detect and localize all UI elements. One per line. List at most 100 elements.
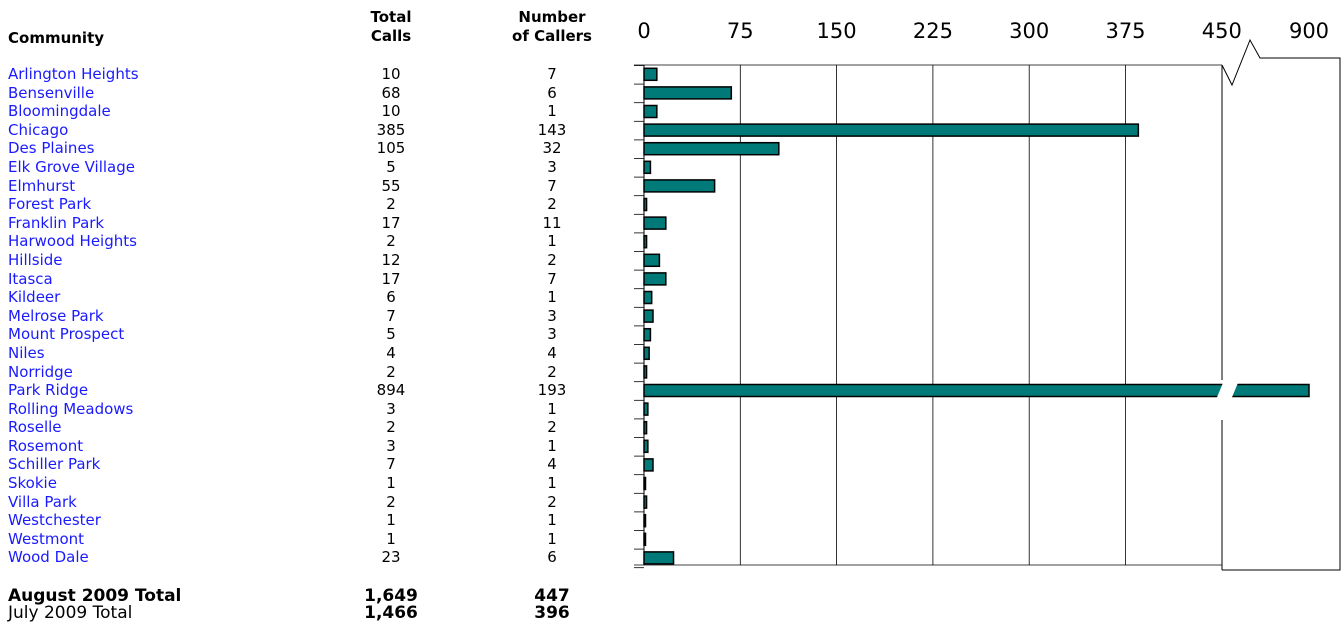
total-calls-cell: 894: [376, 381, 406, 400]
community-link[interactable]: Norridge: [8, 362, 73, 381]
table-row: Elk Grove Village 5 3: [0, 158, 630, 177]
community-link[interactable]: Franklin Park: [8, 213, 105, 232]
table-row: Park Ridge 894 193: [0, 381, 630, 400]
total-calls-cell: 7: [386, 306, 396, 325]
community-link[interactable]: Hillside: [8, 250, 63, 269]
total-calls-cell: 3: [386, 399, 396, 418]
header-total-calls-line1: Total: [370, 8, 412, 26]
table-row: Mount Prospect 5 3: [0, 325, 630, 344]
callers-cell: 3: [547, 157, 557, 176]
community-link[interactable]: Westchester: [8, 511, 101, 530]
bar-kildeer: [643, 290, 653, 305]
community-link[interactable]: Chicago: [8, 120, 69, 139]
callers-cell: 1: [547, 102, 557, 121]
x-tick-label: 900: [1289, 19, 1329, 43]
callers-cell: 2: [547, 362, 557, 381]
header-number-of-callers: Number of Callers: [494, 8, 610, 46]
total-calls-cell: 6: [386, 288, 396, 307]
bar-niles: [643, 346, 650, 361]
table-row: Westmont 1 1: [0, 530, 630, 549]
community-link[interactable]: Elk Grove Village: [8, 157, 135, 176]
callers-cell: 193: [537, 381, 567, 400]
total-calls-cell: 5: [386, 157, 396, 176]
bar-bensenville: [643, 86, 733, 100]
community-link[interactable]: Melrose Park: [8, 306, 104, 325]
bar-elk-grove-village: [643, 160, 652, 175]
x-tick-label: 75: [727, 19, 754, 43]
community-link[interactable]: Bloomingdale: [8, 102, 111, 121]
header-total-calls-line2: Calls: [370, 27, 412, 45]
x-tick-label: 300: [1009, 19, 1049, 43]
total-calls-cell: 1: [386, 529, 396, 548]
callers-cell: 1: [547, 399, 557, 418]
total-calls-cell: 17: [381, 269, 401, 288]
total-calls-cell: 68: [381, 83, 401, 102]
callers-cell: 7: [547, 176, 557, 195]
bar-harwood-heights: [643, 234, 648, 249]
total-calls-cell: 5: [386, 325, 396, 344]
community-link[interactable]: Roselle: [8, 418, 62, 437]
community-link[interactable]: Skokie: [8, 474, 57, 493]
community-link[interactable]: Elmhurst: [8, 176, 76, 195]
callers-cell: 1: [547, 232, 557, 251]
bar-hillside: [643, 253, 661, 268]
community-link[interactable]: Des Plaines: [8, 139, 95, 158]
total-calls-cell: 2: [386, 232, 396, 251]
table-row: Franklin Park 17 11: [0, 214, 630, 233]
community-link[interactable]: Niles: [8, 343, 45, 362]
community-link[interactable]: Park Ridge: [8, 381, 89, 400]
total-calls-cell: 1: [386, 474, 396, 493]
community-link[interactable]: Rolling Meadows: [8, 399, 134, 418]
total-calls-cell: 17: [381, 213, 401, 232]
table-row: Arlington Heights 10 7: [0, 65, 630, 84]
bar-mount-prospect: [643, 327, 652, 342]
bar-rolling-meadows: [643, 402, 649, 416]
table-row: Roselle 2 2: [0, 418, 630, 437]
bar-villa-park: [643, 495, 648, 509]
community-link[interactable]: Villa Park: [8, 492, 77, 511]
table-row: Bensenville 68 6: [0, 84, 630, 103]
callers-cell: 1: [547, 511, 557, 530]
callers-cell: 2: [547, 418, 557, 437]
community-link[interactable]: Bensenville: [8, 83, 95, 102]
community-link[interactable]: Arlington Heights: [8, 65, 139, 83]
x-tick-label: 450: [1202, 19, 1242, 43]
callers-cell: 6: [547, 548, 557, 567]
bar-des-plaines: [643, 141, 780, 156]
community-link[interactable]: Schiller Park: [8, 455, 101, 474]
callers-cell: 11: [542, 213, 562, 232]
total-calls-cell: 2: [386, 418, 396, 437]
community-link[interactable]: Mount Prospect: [8, 325, 125, 344]
callers-cell: 7: [547, 65, 557, 83]
bar-norridge: [643, 365, 648, 379]
total-calls-cell: 4: [386, 343, 396, 362]
july-total-calls: 1,466: [364, 603, 418, 623]
bar-skokie: [643, 476, 647, 491]
community-link[interactable]: Kildeer: [8, 288, 61, 307]
community-link[interactable]: Forest Park: [8, 195, 92, 214]
community-link[interactable]: Harwood Heights: [8, 232, 137, 251]
community-link[interactable]: Itasca: [8, 269, 53, 288]
axis-break-gap: [1212, 373, 1242, 410]
community-link[interactable]: Rosemont: [8, 436, 84, 455]
table-row: Forest Park 2 2: [0, 195, 630, 214]
table-row: Niles 4 4: [0, 344, 630, 363]
community-link[interactable]: Westmont: [8, 529, 85, 548]
callers-cell: 143: [537, 120, 567, 139]
table-row: Kildeer 6 1: [0, 288, 630, 307]
bar-arlington-heights: [643, 67, 658, 82]
total-calls-cell: 55: [381, 176, 401, 195]
bar-westchester: [643, 513, 647, 528]
july-total-callers: 396: [534, 603, 570, 623]
bar-elmhurst: [643, 179, 716, 193]
total-calls-cell: 7: [386, 455, 396, 474]
x-tick-label: 375: [1105, 19, 1145, 43]
bar-chicago: [643, 123, 1140, 137]
total-calls-cell: 2: [386, 195, 396, 214]
bar-forest-park: [643, 197, 648, 212]
bar-bloomingdale: [643, 104, 658, 119]
callers-cell: 1: [547, 288, 557, 307]
total-calls-cell: 10: [381, 102, 401, 121]
community-link[interactable]: Wood Dale: [8, 548, 89, 567]
